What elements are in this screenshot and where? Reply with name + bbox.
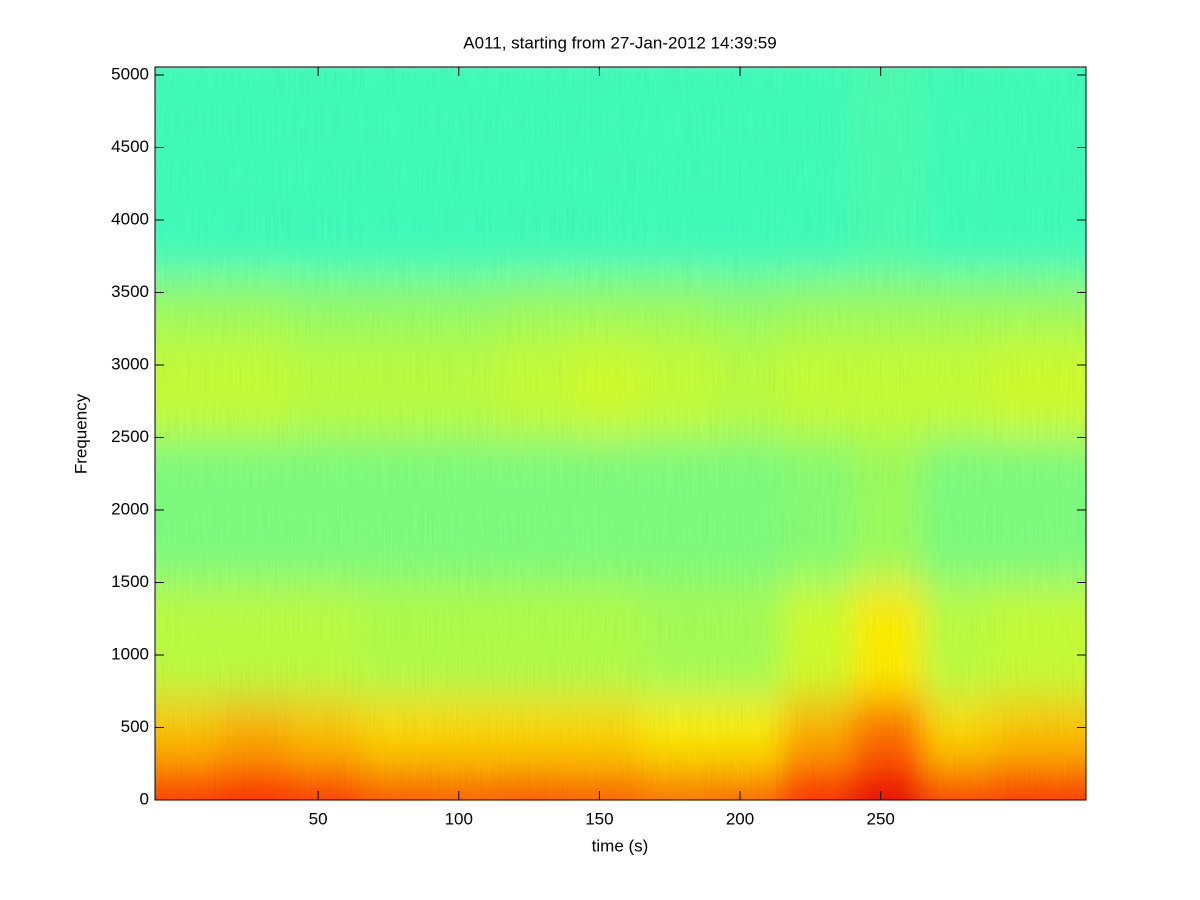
- y-tick-label: 2500: [111, 427, 149, 446]
- y-tick-label: 1500: [111, 572, 149, 591]
- y-tick-label: 2000: [111, 499, 149, 518]
- y-tick-label: 4000: [111, 209, 149, 228]
- y-tick-label: 4500: [111, 137, 149, 156]
- texture: [155, 67, 1086, 800]
- y-tick-label: 3000: [111, 354, 149, 373]
- x-tick-label: 50: [309, 809, 328, 828]
- plot-frame: [154, 66, 1087, 801]
- y-tick-label: 3500: [111, 282, 149, 301]
- x-tick-label: 150: [585, 809, 613, 828]
- x-tick-label: 100: [445, 809, 473, 828]
- x-tick-label: 200: [726, 809, 754, 828]
- y-tick-label: 500: [121, 717, 149, 736]
- y-axis-label: Frequency: [71, 393, 90, 474]
- spectrogram: [155, 67, 1086, 800]
- y-tick-label: 0: [140, 789, 149, 808]
- x-tick-label: 250: [866, 809, 894, 828]
- y-tick-label: 5000: [111, 64, 149, 83]
- chart-title: A011, starting from 27-Jan-2012 14:39:59: [463, 33, 776, 52]
- y-tick-label: 1000: [111, 644, 149, 663]
- axes: 50 100 150 200 25005001000150020002500300035…: [111, 64, 1086, 828]
- x-axis-label: time (s): [592, 836, 649, 855]
